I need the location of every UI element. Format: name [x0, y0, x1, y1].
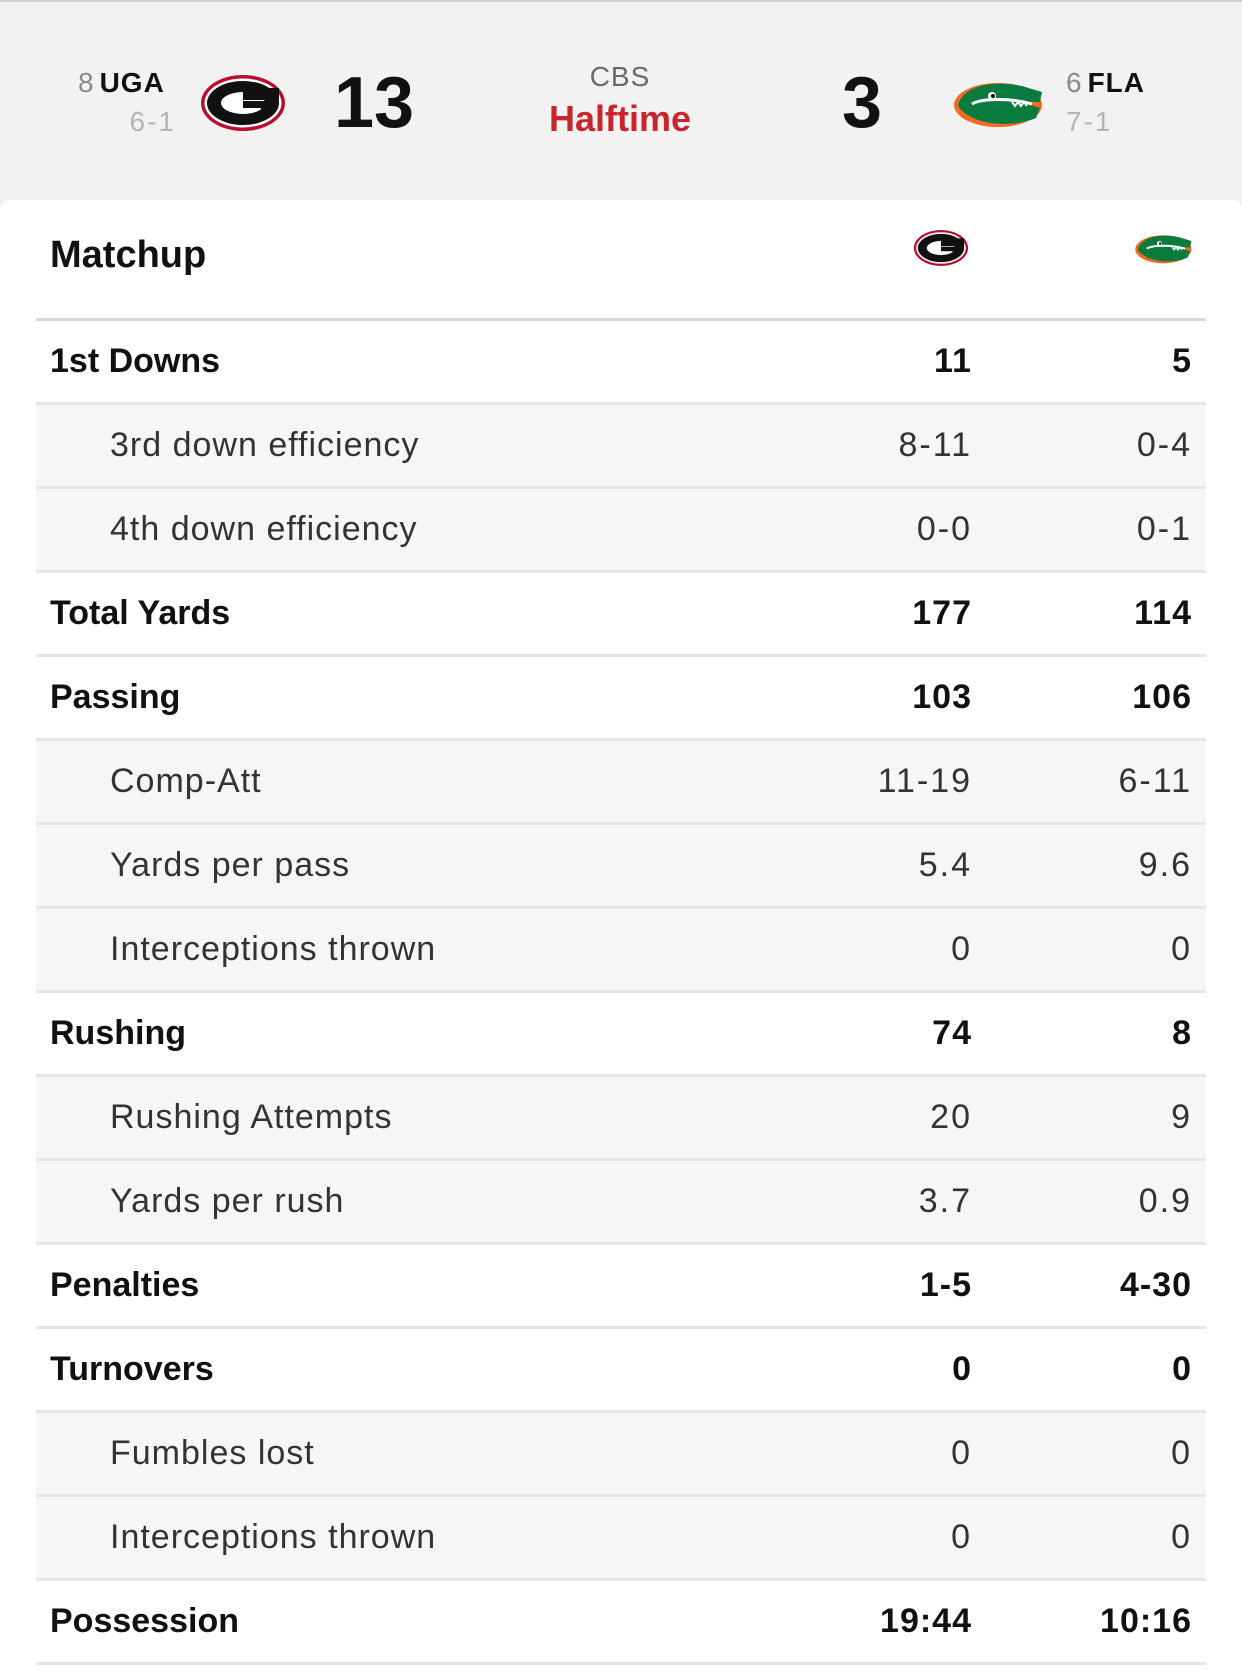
- matchup-title: Matchup: [50, 234, 207, 276]
- table-row: Interceptions thrown 0 0: [36, 909, 1206, 993]
- home-team-rank: 6: [1066, 67, 1082, 98]
- stat-label: Comp-Att: [110, 762, 262, 800]
- stat-label: Interceptions thrown: [110, 930, 437, 968]
- home-team-info[interactable]: 6 FLA 7-1: [1066, 64, 1186, 142]
- fla-stat-value: 0-4: [1136, 426, 1192, 464]
- home-team-name-line: 6 FLA: [1066, 64, 1186, 102]
- fla-stat-value: 0: [1171, 1434, 1192, 1472]
- fla-stat-value: 106: [1132, 678, 1192, 716]
- fla-stat-value: 9: [1171, 1098, 1192, 1136]
- uga-stat-value: 8-11: [898, 426, 972, 464]
- fla-stat-value: 114: [1134, 594, 1192, 632]
- uga-stat-value: 11-19: [877, 762, 972, 800]
- fla-stat-value: 6-11: [1118, 762, 1192, 800]
- stat-label: Interceptions thrown: [110, 1518, 437, 1556]
- stat-label: Possession: [50, 1602, 239, 1640]
- table-row: 3rd down efficiency 8-11 0-4: [36, 405, 1206, 489]
- uga-stat-value: 1-5: [919, 1266, 972, 1304]
- table-row: Possession 19:44 10:16: [36, 1581, 1206, 1665]
- table-row: 4th down efficiency 0-0 0-1: [36, 489, 1206, 573]
- header-divider: [36, 318, 1206, 321]
- table-row: Fumbles lost 0 0: [36, 1413, 1206, 1497]
- top-divider: [0, 0, 1242, 2]
- game-status: CBS Halftime: [520, 58, 720, 142]
- table-row: Penalties 1-5 4-30: [36, 1245, 1206, 1329]
- fla-stat-value: 0.9: [1138, 1182, 1192, 1220]
- uga-stat-value: 0-0: [916, 510, 972, 548]
- table-row: 1st Downs 11 5: [36, 321, 1206, 405]
- fla-stat-value: 9.6: [1138, 846, 1192, 884]
- uga-stat-value: 3.7: [918, 1182, 972, 1220]
- away-team-info[interactable]: 8 UGA 6-1: [78, 64, 178, 142]
- uga-stat-value: 74: [932, 1014, 972, 1052]
- table-row: Yards per rush 3.7 0.9: [36, 1161, 1206, 1245]
- fla-stat-value: 8: [1172, 1014, 1192, 1052]
- tv-network: CBS: [589, 61, 651, 92]
- matchup-card: Matchup 1st Downs 11: [0, 200, 1242, 1679]
- table-row: Total Yards 177 114: [36, 573, 1206, 657]
- uga-stat-value: 5.4: [918, 846, 972, 884]
- uga-stat-value: 0: [951, 1518, 972, 1556]
- stat-label: Turnovers: [50, 1350, 214, 1388]
- uga-stat-value: 11: [934, 342, 972, 380]
- fla-stat-value: 0: [1171, 1518, 1192, 1556]
- florida-gator-logo-icon: [1134, 228, 1194, 268]
- florida-gator-logo-icon[interactable]: [952, 72, 1046, 134]
- stat-label: Fumbles lost: [110, 1434, 315, 1472]
- matchup-header: Matchup: [0, 200, 1242, 321]
- uga-stat-value: 177: [912, 594, 972, 632]
- stats-table: 1st Downs 11 5 3rd down efficiency 8-11 0-4 …: [36, 321, 1206, 1665]
- uga-stat-value: 103: [912, 678, 972, 716]
- home-team-record: 7-1: [1066, 106, 1113, 137]
- fla-stat-value: 0-1: [1136, 510, 1192, 548]
- scoreboard[interactable]: 8 UGA 6-1 13 CBS Halftime 3: [0, 2, 1242, 198]
- georgia-g-logo-icon: [912, 228, 970, 268]
- fla-stat-value: 0: [1171, 930, 1192, 968]
- home-team-score: 3: [842, 63, 883, 143]
- table-row: Rushing Attempts 20 9: [36, 1077, 1206, 1161]
- away-team-record: 6-1: [129, 106, 176, 137]
- table-row: Yards per pass 5.4 9.6: [36, 825, 1206, 909]
- fla-stat-value: 5: [1172, 342, 1192, 380]
- stat-label: Yards per pass: [110, 846, 351, 884]
- away-team-name-line: 8 UGA: [78, 64, 178, 102]
- uga-stat-value: 0: [952, 1350, 972, 1388]
- table-row: Comp-Att 11-19 6-11: [36, 741, 1206, 825]
- stat-label: Total Yards: [50, 594, 231, 632]
- uga-stat-value: 20: [930, 1098, 972, 1136]
- stat-label: Penalties: [50, 1266, 200, 1304]
- away-team-score: 13: [334, 63, 415, 143]
- table-row: Rushing 74 8: [36, 993, 1206, 1077]
- table-row: Interceptions thrown 0 0: [36, 1497, 1206, 1581]
- home-team-abbr: FLA: [1087, 67, 1146, 98]
- table-row: Turnovers 0 0: [36, 1329, 1206, 1413]
- georgia-g-logo-icon[interactable]: [198, 72, 288, 134]
- stat-label: 3rd down efficiency: [110, 426, 420, 464]
- stat-label: Rushing Attempts: [110, 1098, 393, 1136]
- fla-stat-value: 0: [1172, 1350, 1192, 1388]
- stat-label: Rushing: [50, 1014, 186, 1052]
- stat-label: Yards per rush: [110, 1182, 345, 1220]
- stat-label: Passing: [50, 678, 181, 716]
- stat-label: 1st Downs: [50, 342, 221, 380]
- stat-label: 4th down efficiency: [110, 510, 418, 548]
- uga-stat-value: 0: [951, 930, 972, 968]
- away-team-rank: 8: [78, 67, 94, 98]
- fla-stat-value: 10:16: [1100, 1602, 1192, 1640]
- uga-stat-value: 19:44: [880, 1602, 972, 1640]
- away-team-abbr: UGA: [99, 67, 165, 98]
- fla-stat-value: 4-30: [1119, 1266, 1192, 1304]
- table-row: Passing 103 106: [36, 657, 1206, 741]
- game-period: Halftime: [548, 98, 692, 139]
- uga-stat-value: 0: [951, 1434, 972, 1472]
